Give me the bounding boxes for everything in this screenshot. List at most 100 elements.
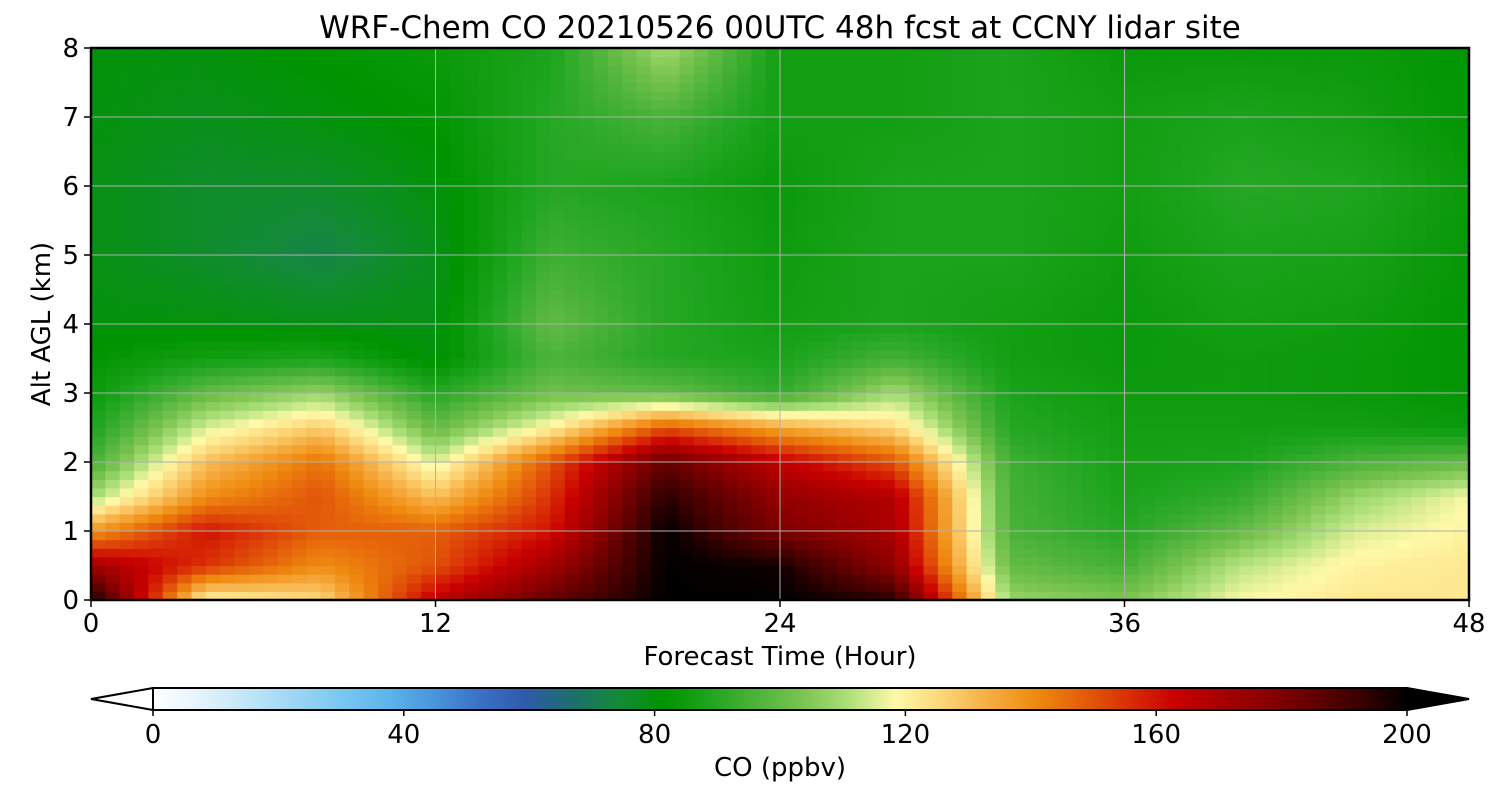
heatmap-cell [521,341,537,351]
heatmap-cell [277,582,293,592]
heatmap-cell [464,548,480,558]
heatmap-cell [134,229,150,239]
heatmap-cell [665,220,681,230]
heatmap-cell [521,522,537,532]
heatmap-cell [205,367,221,377]
heatmap-cell [1038,358,1054,368]
heatmap-cell [1038,574,1054,584]
heatmap-cell [535,548,551,558]
heatmap-cell [1181,367,1197,377]
heatmap-cell [837,565,853,575]
heatmap-cell [708,263,724,273]
heatmap-cell [722,160,738,170]
heatmap-cell [794,151,810,161]
heatmap-cell [148,168,164,178]
heatmap-cell [708,427,724,437]
heatmap-cell [1268,401,1283,411]
heatmap-cell [794,306,810,316]
heatmap-cell [808,168,824,178]
heatmap-cell [320,324,336,334]
heatmap-cell [378,513,394,523]
heatmap-cell [794,470,810,480]
heatmap-cell [851,565,867,575]
heatmap-cell [550,505,566,515]
heatmap-cell [91,177,106,187]
heatmap-cell [464,375,480,385]
heatmap-cell [765,462,781,472]
heatmap-cell [636,358,652,368]
heatmap-cell [1024,280,1039,291]
heatmap-cell [995,306,1011,316]
heatmap-cell [1354,436,1370,446]
heatmap-cell [191,539,207,549]
heatmap-cell [1454,444,1469,454]
heatmap-cell [349,220,365,230]
heatmap-cell [1411,160,1427,170]
heatmap-cell [291,436,307,446]
heatmap-cell [751,332,767,342]
heatmap-cell [1009,168,1025,178]
heatmap-cell [1325,531,1341,541]
heatmap-cell [392,272,408,282]
heatmap-cell [105,436,121,446]
heatmap-cell [780,513,795,523]
heatmap-cell [923,194,939,204]
heatmap-cell [622,418,638,429]
heatmap-cell [1382,186,1398,196]
heatmap-cell [1282,539,1298,549]
heatmap-cell [780,487,795,498]
heatmap-cell [1368,401,1384,411]
heatmap-cell [1397,237,1413,247]
heatmap-cell [808,289,824,299]
heatmap-cell [234,375,250,385]
heatmap-cell [693,591,709,600]
heatmap-cell [765,522,781,532]
heatmap-cell [894,332,910,342]
heatmap-cell [449,505,465,515]
heatmap-cell [191,574,207,584]
heatmap-cell [1138,384,1154,394]
heatmap-cell [306,531,322,541]
heatmap-cell [636,298,652,308]
heatmap-cell [1095,375,1111,385]
heatmap-cell [1095,168,1111,178]
heatmap-cell [1153,487,1169,498]
heatmap-cell [607,186,623,196]
heatmap-cell [1296,194,1312,204]
heatmap-cell [980,306,996,316]
heatmap-cell [1210,263,1226,273]
heatmap-cell [177,367,193,377]
heatmap-cell [923,384,939,394]
heatmap-cell [1153,582,1169,592]
heatmap-cell [736,513,752,523]
heatmap-cell [277,505,293,515]
heatmap-cell [105,168,121,178]
heatmap-cell [1024,315,1039,325]
heatmap-cell [622,151,638,161]
heatmap-cell [780,444,795,454]
heatmap-cell [851,487,867,498]
heatmap-cell [478,375,494,385]
heatmap-cell [794,548,810,558]
heatmap-cell [780,548,795,558]
heatmap-cell [1268,487,1283,498]
heatmap-cell [378,186,394,196]
heatmap-cell [823,479,839,489]
heatmap-cell [980,246,996,256]
heatmap-cell [1411,263,1427,273]
heatmap-cell [1311,539,1327,549]
heatmap-cell [880,522,896,532]
heatmap-cell [1196,151,1212,161]
heatmap-cell [119,324,135,334]
heatmap-cell [234,574,250,584]
heatmap-cell [650,453,666,463]
heatmap-cell [952,375,968,385]
heatmap-cell [937,168,953,178]
heatmap-cell [1397,160,1413,170]
heatmap-cell [1081,591,1097,600]
heatmap-cell [263,306,279,316]
heatmap-cell [421,306,437,316]
heatmap-cell [335,203,350,213]
heatmap-cell [1325,479,1341,489]
heatmap-cell [894,263,910,273]
